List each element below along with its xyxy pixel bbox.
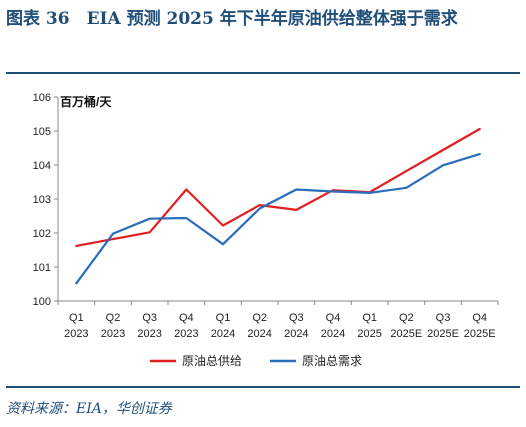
x-tick-label-year: 2024 (247, 328, 271, 340)
x-tick-label-quarter: Q3 (436, 312, 451, 324)
line-chart: 100 101 102 103 104 105 106 Q1 2023 Q2 2023 Q3 2023 Q… (33, 92, 499, 368)
source-divider (6, 386, 520, 388)
legend-label-supply: 原油总供给 (182, 354, 242, 368)
page-title: 图表 36 EIA 预测 2025 年下半年原油供给整体强于需求 (6, 9, 458, 29)
x-tick-label-year: 2024 (321, 328, 345, 340)
x-tick-label-quarter: Q4 (326, 312, 341, 324)
x-tick-label-year: 2025E (464, 328, 496, 340)
x-tick-label-quarter: Q1 (69, 312, 84, 324)
y-tick-label: 105 (33, 126, 51, 138)
chart-legend: 原油总供给 原油总需求 (150, 354, 362, 368)
x-tick-label-quarter: Q2 (252, 312, 267, 324)
x-tick-label-year: 2025 (357, 328, 381, 340)
x-tick-label-quarter: Q3 (142, 312, 157, 324)
y-tick-label: 102 (33, 228, 51, 240)
series-line-supply (75, 127, 481, 247)
x-tick-label-quarter: Q2 (106, 312, 121, 324)
x-tick-label-year: 2024 (211, 328, 235, 340)
x-tick-label-quarter: Q2 (399, 312, 414, 324)
y-tick-label: 103 (33, 194, 51, 206)
x-tick-label-year: 2025E (390, 328, 422, 340)
y-tick-label: 101 (33, 262, 51, 274)
y-axis-unit-label: 百万桶/天 (60, 94, 112, 109)
x-tick-label-year: 2023 (137, 328, 161, 340)
title-divider (6, 72, 520, 74)
y-tick-label: 104 (33, 160, 51, 172)
x-tick-label-quarter: Q4 (179, 312, 194, 324)
x-tick-label-year: 2024 (284, 328, 308, 340)
x-tick-label-year: 2023 (64, 328, 88, 340)
x-tick-label-quarter: Q1 (216, 312, 231, 324)
chart-series-lines (75, 127, 481, 285)
x-tick-label-quarter: Q4 (472, 312, 487, 324)
legend-label-demand: 原油总需求 (302, 354, 362, 368)
y-tick-label: 100 (33, 296, 51, 308)
x-tick-label-year: 2023 (101, 328, 125, 340)
series-line-demand (75, 153, 481, 285)
x-tick-label-quarter: Q1 (362, 312, 377, 324)
x-tick-label-year: 2025E (427, 328, 459, 340)
x-tick-label-quarter: Q3 (289, 312, 304, 324)
chart-axes: 100 101 102 103 104 105 106 Q1 2023 Q2 2023 Q3 2023 Q… (33, 92, 499, 340)
source-note: 资料来源：EIA，华创证券 (6, 401, 172, 417)
x-tick-label-year: 2023 (174, 328, 198, 340)
y-tick-label: 106 (33, 92, 51, 104)
